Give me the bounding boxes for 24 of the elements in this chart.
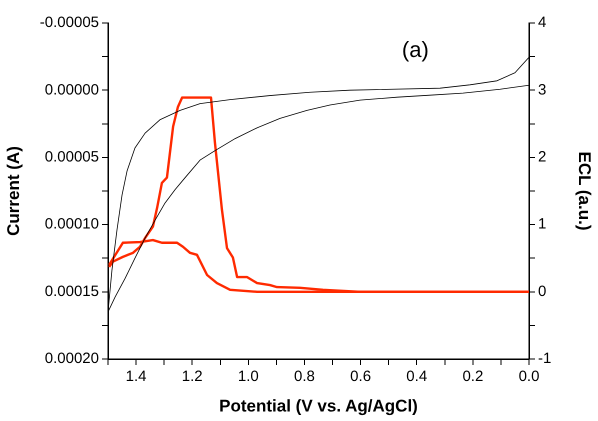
x-tick-label: 0.4 <box>406 368 428 386</box>
y-tick-label: 0.00015 <box>44 282 99 300</box>
annotation: (a) <box>402 37 429 62</box>
y2-axis-title: ECL (a.u.) <box>575 151 594 231</box>
x-tick-label: 0.2 <box>462 368 484 386</box>
y-tick-label: 0.00000 <box>44 81 99 98</box>
y2-tick-label: 1 <box>538 216 546 233</box>
x-tick-label: 0.6 <box>350 368 372 386</box>
x-tick-label: 1.0 <box>238 368 259 386</box>
x-tick-label: 1.4 <box>126 368 146 386</box>
x-tick-label: 0.8 <box>294 368 315 386</box>
y-tick-label: -0.00005 <box>40 14 99 32</box>
x-axis-title: Potential (V vs. Ag/AgCl) <box>219 396 418 416</box>
y2-tick-label: -1 <box>538 350 552 368</box>
x-tick-label: 0.0 <box>518 368 540 386</box>
y-tick-label: 0.00010 <box>44 216 99 233</box>
y2-tick-label: 0 <box>538 282 546 300</box>
y2-tick-label: 3 <box>538 81 546 98</box>
y-tick-label: 0.00020 <box>44 350 99 368</box>
y2-tick-label: 2 <box>538 148 546 166</box>
y2-tick-label: 4 <box>538 14 546 32</box>
y-axis-title: Current (A) <box>4 146 23 236</box>
x-tick-label: 1.2 <box>182 368 203 386</box>
y-tick-label: 0.00005 <box>44 148 99 166</box>
